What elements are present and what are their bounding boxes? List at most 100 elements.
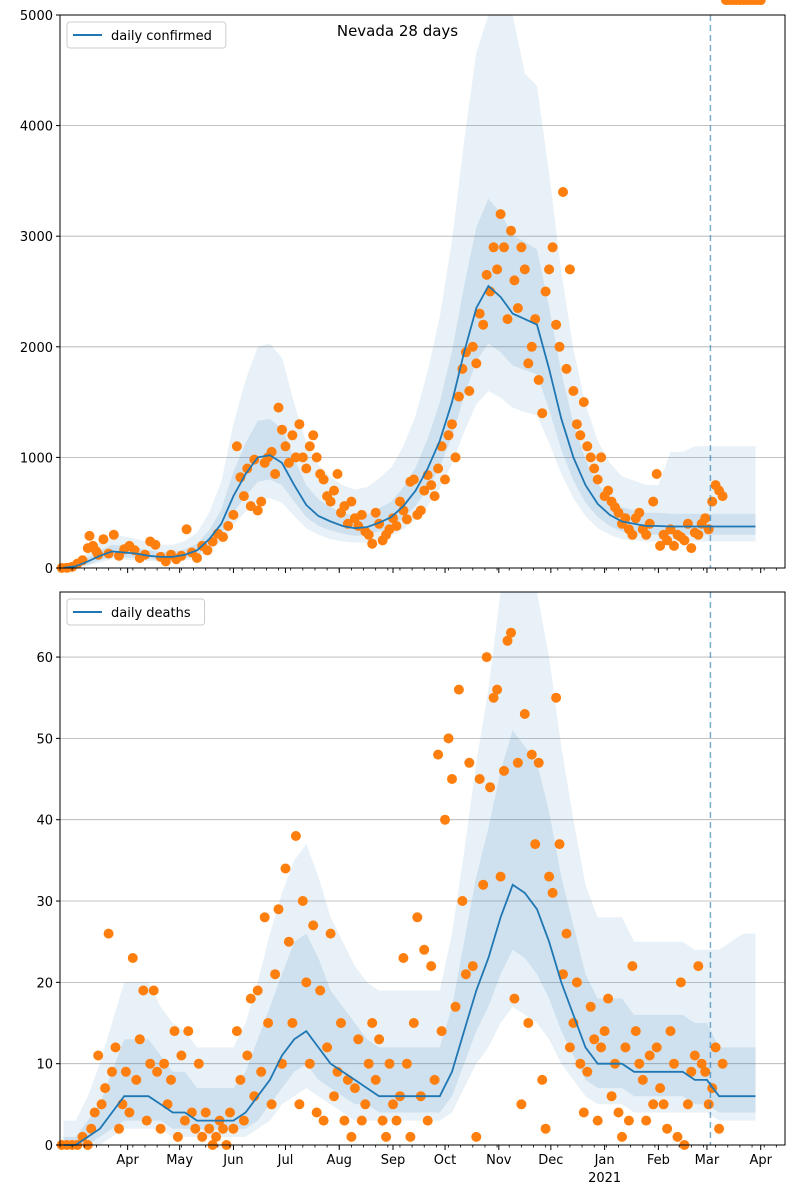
observed-point xyxy=(707,496,718,507)
observed-point xyxy=(204,1123,215,1134)
observed-point xyxy=(655,1083,666,1094)
observed-point xyxy=(519,709,530,719)
observed-point xyxy=(342,1074,353,1085)
observed-point xyxy=(325,928,336,939)
observed-point xyxy=(474,308,485,319)
observed-point xyxy=(273,904,284,915)
observed-point xyxy=(551,319,562,330)
observed-point xyxy=(225,1107,235,1118)
legend-box xyxy=(66,598,206,626)
observed-point xyxy=(669,1058,679,1069)
observed-point xyxy=(495,209,506,220)
observed-point xyxy=(356,1115,367,1126)
observed-point xyxy=(256,1066,267,1077)
observed-point xyxy=(266,446,277,457)
observed-point xyxy=(502,314,513,325)
observed-point xyxy=(533,757,544,768)
observed-point xyxy=(533,375,544,385)
observed-point xyxy=(405,1131,416,1142)
observed-point xyxy=(155,1123,166,1134)
plot-frame xyxy=(59,591,786,1146)
observed-point xyxy=(280,441,291,452)
observed-point xyxy=(318,474,329,485)
observed-point xyxy=(93,1050,104,1061)
observed-point xyxy=(228,1123,239,1134)
observed-point xyxy=(127,953,138,963)
observed-point xyxy=(530,314,541,325)
observed-point xyxy=(176,1050,187,1061)
y-tick-label: 0 xyxy=(45,562,53,577)
observed-point xyxy=(627,529,638,540)
observed-point xyxy=(575,1058,586,1069)
series-line-path xyxy=(63,284,756,569)
observed-point xyxy=(655,540,666,551)
observed-point xyxy=(193,1058,204,1069)
observed-point xyxy=(408,474,419,485)
observed-point xyxy=(689,1050,700,1061)
observed-point xyxy=(481,269,492,280)
observed-point xyxy=(471,1131,482,1142)
observed-point xyxy=(582,441,593,452)
observed-point xyxy=(294,419,305,430)
observed-point xyxy=(162,1099,173,1110)
observed-point xyxy=(200,1107,211,1118)
observed-point xyxy=(544,264,555,275)
observed-point xyxy=(589,1034,600,1045)
observed-point xyxy=(401,514,412,525)
y-tick-label: 3000 xyxy=(20,230,53,245)
deaths-chart: 0 10 20 30 40 50 60 Apr May Jun Jul Aug Sep Oct Nov De… xyxy=(36,0,786,1186)
observed-dots xyxy=(56,0,766,1150)
observed-point xyxy=(613,507,624,518)
observed-point xyxy=(453,391,464,402)
observed-point xyxy=(152,1066,163,1077)
observed-point xyxy=(98,534,109,545)
observed-point xyxy=(644,518,655,529)
observed-point xyxy=(613,1107,624,1118)
observed-point xyxy=(249,454,260,465)
observed-point xyxy=(443,430,454,441)
observed-point xyxy=(322,1042,333,1053)
observed-point xyxy=(374,1034,385,1045)
observed-point xyxy=(460,969,471,980)
observed-point xyxy=(540,286,551,297)
confirmed-chart: 0 1000 2000 3000 4000 5000 Nevada 28 days dai… xyxy=(20,0,786,577)
outer-band xyxy=(63,15,756,568)
observed-point xyxy=(238,1115,249,1126)
observed-point xyxy=(443,733,454,744)
observed-point xyxy=(478,879,489,890)
observed-point xyxy=(259,912,270,923)
observed-point xyxy=(596,452,607,463)
observed-point xyxy=(290,452,301,463)
y-tick-label: 50 xyxy=(36,732,53,747)
observed-point xyxy=(370,1074,381,1085)
observed-point xyxy=(408,1018,419,1028)
observed-point xyxy=(592,1115,603,1126)
observed-point xyxy=(181,524,192,535)
observed-point xyxy=(547,887,558,898)
x-tick-label: Jun xyxy=(222,1153,243,1168)
observed-point xyxy=(620,513,631,524)
observed-point xyxy=(377,1115,388,1126)
observed-point xyxy=(150,539,161,550)
observed-point xyxy=(252,985,263,996)
observed-point xyxy=(693,529,704,540)
observed-point xyxy=(412,912,423,923)
x-tick-label: Dec xyxy=(538,1153,563,1168)
observed-point xyxy=(231,1026,242,1037)
observed-point xyxy=(242,463,253,474)
observed-point xyxy=(571,977,582,988)
observed-point xyxy=(429,491,440,502)
observed-point xyxy=(283,936,294,947)
observed-point xyxy=(682,1099,693,1110)
observed-point xyxy=(223,521,234,531)
observed-point xyxy=(495,871,506,882)
observed-point xyxy=(669,540,679,551)
legend: daily confirmed xyxy=(66,21,227,49)
observed-point xyxy=(263,1018,274,1028)
observed-point xyxy=(617,1131,627,1142)
observed-point xyxy=(426,961,437,972)
observed-point xyxy=(211,1131,222,1142)
x-tick-label: Jul xyxy=(277,1153,294,1168)
observed-point xyxy=(367,538,378,549)
